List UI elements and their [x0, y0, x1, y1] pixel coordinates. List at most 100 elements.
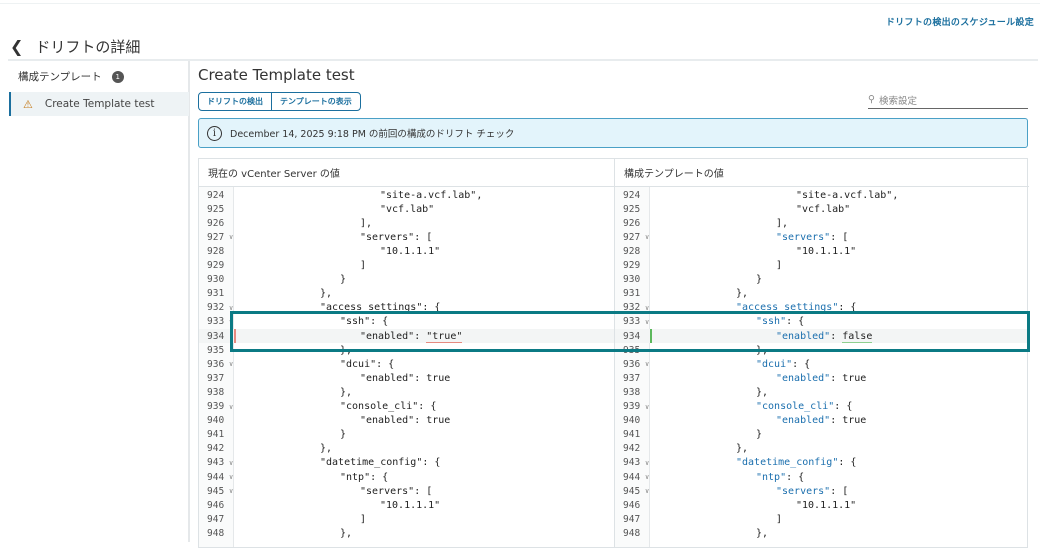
sidebar-item-label: Create Template test [44, 98, 155, 110]
code-line: 931}, [199, 287, 614, 301]
code-text: "vcf.lab" [234, 204, 434, 215]
fold-chevron-icon[interactable]: ∨ [229, 458, 234, 467]
code-line: 938}, [199, 385, 614, 399]
code-line: 947] [615, 512, 1029, 526]
line-number: 927 [207, 231, 225, 243]
code-line: 930} [615, 273, 1029, 287]
fold-chevron-icon[interactable]: ∨ [645, 360, 650, 369]
code-text: "console_cli": { [650, 401, 852, 412]
code-line: 930} [199, 273, 614, 287]
current-value: "true" [426, 330, 463, 343]
code-text: "10.1.1.1" [234, 246, 440, 257]
code-text: } [650, 274, 762, 285]
line-number: 944 [207, 471, 225, 483]
fold-chevron-icon[interactable]: ∨ [229, 402, 234, 411]
line-number: 942 [623, 443, 641, 455]
fold-chevron-icon[interactable]: ∨ [229, 303, 234, 312]
json-rest: : true [414, 415, 451, 427]
fold-chevron-icon[interactable]: ∨ [645, 473, 650, 482]
fold-chevron-icon[interactable]: ∨ [229, 487, 234, 496]
template-title: Create Template test [198, 66, 355, 84]
json-key: "enabled" [360, 372, 415, 384]
json-rest: : true [414, 372, 451, 384]
code-text: "enabled": true [650, 373, 866, 384]
code-text: ], [650, 218, 788, 229]
fold-chevron-icon[interactable]: ∨ [229, 473, 234, 482]
code-line: 939 ∨ "console_cli": { [615, 400, 1029, 414]
line-number: 927 [623, 231, 641, 243]
search-settings-input[interactable]: ⚲ 検索設定 [868, 91, 1028, 109]
line-number: 930 [207, 274, 225, 286]
code-line: 927 ∨ "servers": [ [615, 230, 1029, 244]
code-line: 946 "10.1.1.1" [199, 498, 614, 512]
json-rest: }, [340, 527, 353, 539]
code-text: }, [650, 345, 768, 356]
fold-chevron-icon[interactable]: ∨ [645, 233, 650, 242]
code-line: 944 ∨ "ntp": { [615, 470, 1029, 484]
fold-chevron-icon[interactable]: ∨ [645, 487, 650, 496]
code-line: 932 ∨ "access_settings": { [199, 301, 614, 315]
code-text: "servers": [ [650, 486, 848, 497]
line-number: 928 [623, 245, 641, 257]
code-text: "datetime_config": { [650, 457, 856, 468]
code-line: 926], [199, 216, 614, 230]
line-number: 938 [623, 386, 641, 398]
json-rest: } [340, 274, 347, 286]
template-value-pane[interactable]: 924 "site-a.vcf.lab", 925 "vcf.lab" 926], 927… [614, 187, 1029, 547]
line-number: 937 [207, 372, 225, 384]
line-number: 939 [623, 401, 641, 413]
json-rest: : { [786, 471, 805, 483]
sidebar: 構成テンプレート 1 ⚠ Create Template test [0, 61, 190, 542]
json-rest: }, [736, 288, 749, 300]
json-rest: ] [360, 260, 367, 272]
fold-chevron-icon[interactable]: ∨ [645, 458, 650, 467]
code-line: 942}, [199, 442, 614, 456]
fold-chevron-icon[interactable]: ∨ [645, 402, 650, 411]
code-line: 925 "vcf.lab" [199, 202, 614, 216]
json-rest: }, [736, 443, 749, 455]
fold-chevron-icon[interactable]: ∨ [229, 317, 234, 326]
line-number: 941 [623, 429, 641, 441]
view-template-button[interactable]: テンプレートの表示 [271, 93, 360, 110]
json-key: "servers" [360, 231, 415, 243]
fold-chevron-icon[interactable]: ∨ [229, 360, 234, 369]
json-rest: : true [830, 415, 867, 427]
count-badge: 1 [111, 70, 124, 83]
warning-icon: ⚠ [23, 97, 33, 111]
line-number: 940 [623, 415, 641, 427]
search-icon: ⚲ [868, 94, 875, 105]
left-pane-header: 現在の vCenter Server の値 [199, 159, 614, 187]
code-text: "vcf.lab" [650, 204, 850, 215]
line-number: 946 [207, 499, 225, 511]
code-line: 935}, [199, 343, 614, 357]
back-chevron-icon[interactable]: ❮ [10, 37, 24, 56]
fold-chevron-icon[interactable]: ∨ [645, 303, 650, 312]
json-rest: ] [360, 513, 367, 525]
json-rest: : { [370, 316, 389, 328]
line-number: 935 [623, 344, 641, 356]
code-text: "access_settings": { [234, 302, 440, 313]
json-rest: "10.1.1.1" [796, 499, 857, 511]
json-rest: : [414, 330, 427, 342]
json-key: "console_cli" [340, 401, 419, 413]
code-line: 942}, [615, 442, 1029, 456]
current-value-pane[interactable]: 924 "site-a.vcf.lab", 925 "vcf.lab" 926], 927… [199, 187, 614, 547]
code-line: 938}, [615, 385, 1029, 399]
code-line: 946 "10.1.1.1" [615, 498, 1029, 512]
detect-drift-button[interactable]: ドリフトの検出 [207, 97, 263, 106]
fold-chevron-icon[interactable]: ∨ [229, 233, 234, 242]
fold-chevron-icon[interactable]: ∨ [645, 317, 650, 326]
line-number: 930 [623, 274, 641, 286]
code-text: "site-a.vcf.lab", [650, 190, 898, 201]
code-line: 937 "enabled": true [199, 371, 614, 385]
sidebar-heading: 構成テンプレート 1 [18, 69, 124, 84]
schedule-drift-detection-link[interactable]: ドリフトの検出のスケジュール設定 [885, 18, 1034, 28]
code-text: "ntp": { [650, 472, 804, 483]
code-line: 948}, [199, 526, 614, 540]
code-text: "ntp": { [234, 472, 388, 483]
sidebar-item-create-template-test[interactable]: ⚠ Create Template test [9, 92, 189, 116]
json-key: "access_settings" [320, 302, 423, 314]
line-number: 938 [207, 386, 225, 398]
line-number: 931 [623, 288, 641, 300]
json-rest: ] [776, 513, 783, 525]
